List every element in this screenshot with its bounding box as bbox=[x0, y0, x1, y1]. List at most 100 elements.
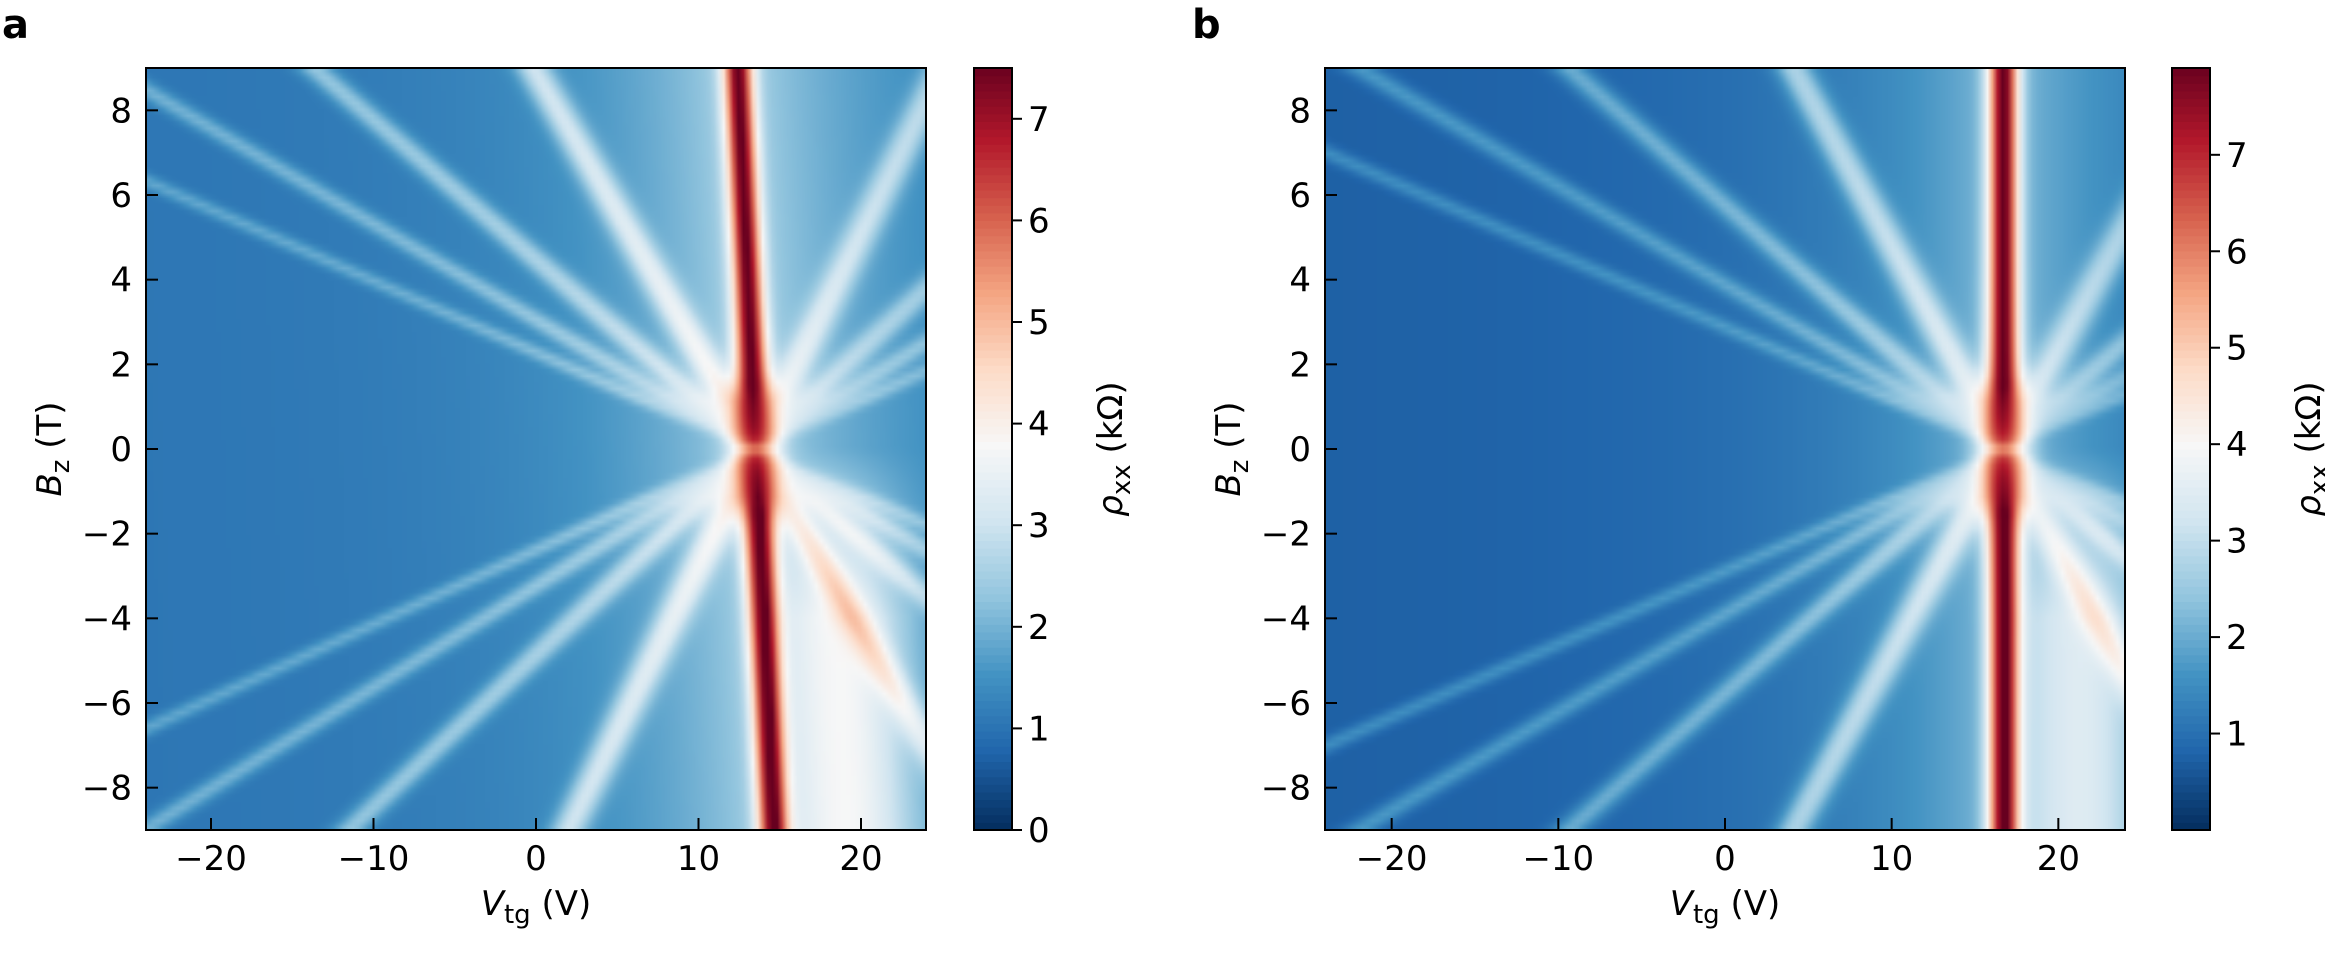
colorbar-segment bbox=[2172, 288, 2210, 298]
colorbar-segment bbox=[974, 144, 1012, 153]
colorbar-segment bbox=[2172, 609, 2210, 618]
x-tick-label: 0 bbox=[1714, 839, 1736, 879]
colorbar-segment bbox=[2172, 654, 2210, 663]
colorbar-segment bbox=[974, 464, 1012, 473]
colorbar-tick-label: 0 bbox=[1028, 811, 1050, 851]
x-tick-label: −20 bbox=[1356, 839, 1428, 879]
colorbar-segment bbox=[2172, 616, 2210, 625]
colorbar-segment bbox=[2172, 464, 2210, 473]
colorbar-segment bbox=[2172, 395, 2210, 404]
colorbar-segment bbox=[2172, 380, 2210, 389]
colorbar-segment bbox=[2172, 167, 2210, 176]
colorbar-segment bbox=[2172, 250, 2210, 260]
colorbar-segment bbox=[974, 548, 1012, 557]
colorbar-tick-label: 1 bbox=[1028, 709, 1050, 749]
y-tick-label: −4 bbox=[1261, 599, 1311, 639]
colorbar-segment bbox=[974, 319, 1012, 328]
colorbar-segment bbox=[974, 776, 1012, 785]
y-tick-label: −6 bbox=[1261, 684, 1311, 724]
colorbar-segment bbox=[974, 235, 1012, 244]
colorbar-segment bbox=[2172, 647, 2210, 656]
colorbar-segment bbox=[2172, 540, 2210, 549]
colorbar-segment bbox=[2172, 311, 2210, 321]
x-tick-label: −10 bbox=[338, 839, 410, 879]
colorbar-segment bbox=[2172, 578, 2210, 587]
colorbar-segment bbox=[974, 487, 1012, 496]
colorbar-segment bbox=[2172, 296, 2210, 305]
y-tick-label: 8 bbox=[110, 91, 132, 131]
heatmap-image bbox=[146, 68, 926, 830]
colorbar-segment bbox=[974, 654, 1012, 663]
colorbar-segment bbox=[974, 243, 1012, 252]
colorbar-segment bbox=[2172, 776, 2210, 785]
colorbar-segment bbox=[2172, 342, 2210, 351]
panel-label: a bbox=[2, 2, 29, 48]
colorbar-segment bbox=[974, 228, 1012, 237]
colorbar-segment bbox=[2172, 98, 2210, 107]
colorbar-segment bbox=[2172, 624, 2210, 633]
colorbar-segment bbox=[2172, 433, 2210, 442]
colorbar-segment bbox=[2172, 532, 2210, 542]
colorbar-segment bbox=[974, 494, 1012, 503]
colorbar-segment bbox=[974, 669, 1012, 679]
colorbar-segment bbox=[2172, 106, 2210, 115]
colorbar-segment bbox=[2172, 189, 2210, 199]
x-tick-label: 20 bbox=[839, 839, 882, 879]
colorbar-segment bbox=[2172, 487, 2210, 496]
colorbar-segment bbox=[974, 502, 1012, 511]
colorbar-segment bbox=[2172, 730, 2210, 740]
colorbar-segment bbox=[2172, 75, 2210, 84]
y-tick-label: −2 bbox=[1261, 515, 1311, 555]
colorbar-tick-label: 4 bbox=[1028, 405, 1050, 445]
colorbar-segment bbox=[974, 616, 1012, 625]
colorbar-segment bbox=[974, 68, 1012, 77]
colorbar-frame bbox=[2171, 67, 2211, 831]
colorbar-segment bbox=[974, 578, 1012, 587]
colorbar-segment bbox=[2172, 334, 2210, 343]
colorbar-segment bbox=[2172, 517, 2210, 526]
colorbar-segment bbox=[2172, 669, 2210, 679]
colorbar-segment bbox=[974, 601, 1012, 610]
colorbar-segment bbox=[974, 426, 1012, 435]
x-tick-label: 0 bbox=[525, 839, 547, 879]
colorbar-segment bbox=[2172, 822, 2210, 831]
colorbar-segment bbox=[974, 509, 1012, 519]
colorbar-segment bbox=[2172, 685, 2210, 694]
colorbar-segment bbox=[974, 639, 1012, 648]
colorbar-segment bbox=[2172, 235, 2210, 244]
colorbar-segment bbox=[2172, 570, 2210, 580]
colorbar-segment bbox=[2172, 388, 2210, 397]
colorbar-segment bbox=[974, 738, 1012, 747]
colorbar: 0 1 2 3 4 5 6 7 ρxx (kΩ) bbox=[973, 67, 1137, 851]
colorbar-segment bbox=[2172, 791, 2210, 801]
colorbar-segment bbox=[974, 441, 1012, 450]
colorbar-tick-label: 3 bbox=[2226, 522, 2248, 562]
colorbar-segment bbox=[2172, 174, 2210, 183]
colorbar-segment bbox=[974, 563, 1012, 572]
colorbar-segment bbox=[2172, 799, 2210, 808]
colorbar-segment bbox=[2172, 502, 2210, 511]
colorbar: 1 2 3 4 5 6 7 ρxx (kΩ) bbox=[2171, 67, 2325, 831]
colorbar-tick-label: 7 bbox=[2226, 136, 2248, 176]
colorbar-tick-label: 1 bbox=[2226, 715, 2248, 755]
colorbar-segment bbox=[2172, 220, 2210, 229]
colorbar-segment bbox=[2172, 441, 2210, 450]
colorbar-segment bbox=[974, 365, 1012, 374]
colorbar-segment bbox=[2172, 403, 2210, 412]
panel-label: b bbox=[1192, 2, 1221, 48]
colorbar-segment bbox=[974, 570, 1012, 580]
colorbar-segment bbox=[974, 769, 1012, 778]
colorbar-tick-label: 6 bbox=[2226, 232, 2248, 272]
y-tick-label: −2 bbox=[82, 515, 132, 555]
colorbar-segment bbox=[2172, 494, 2210, 503]
colorbar-segment bbox=[2172, 548, 2210, 557]
colorbar-segment bbox=[974, 700, 1012, 709]
colorbar-tick-label: 4 bbox=[2226, 425, 2248, 465]
colorbar-segment bbox=[2172, 723, 2210, 732]
colorbar-segment bbox=[2172, 266, 2210, 275]
colorbar-segment bbox=[2172, 197, 2210, 206]
colorbar-segment bbox=[974, 395, 1012, 404]
heatmap-image bbox=[1325, 68, 2125, 830]
